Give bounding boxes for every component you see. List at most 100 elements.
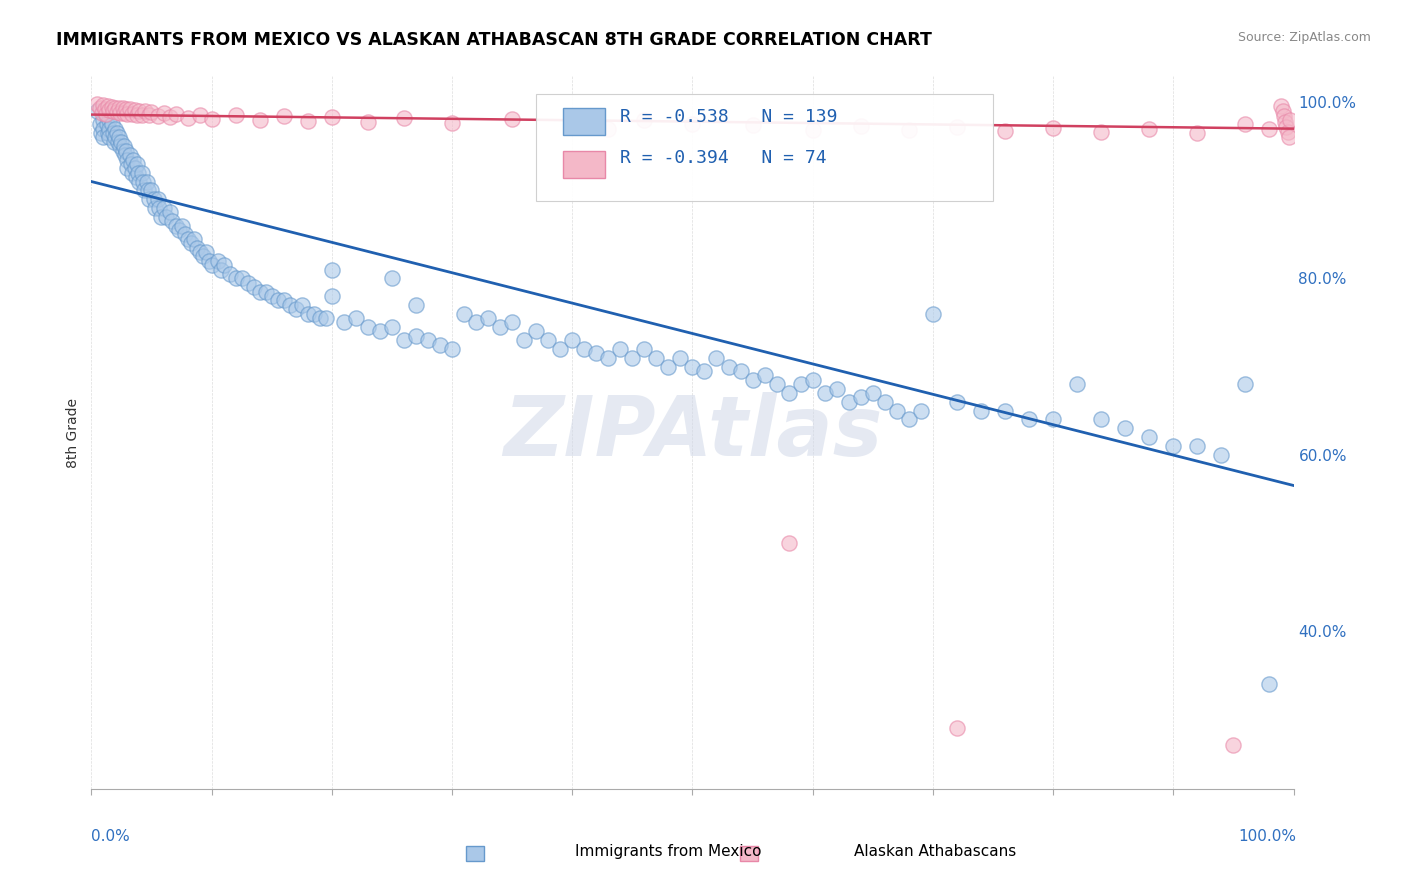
Point [633, 112, 655, 127]
Bar [741, 846, 758, 862]
Point [273, 109, 295, 123]
Point [1271, 104, 1294, 119]
Point [159, 110, 181, 124]
Point [242, 280, 264, 294]
Point [416, 333, 439, 347]
Point [115, 144, 138, 158]
Point [741, 118, 763, 132]
Point [143, 201, 166, 215]
Point [465, 316, 488, 330]
Point [440, 342, 463, 356]
Point [127, 166, 149, 180]
Point [155, 210, 177, 224]
Point [86, 104, 108, 119]
Point [291, 298, 314, 312]
Bar [467, 846, 484, 862]
Point [207, 253, 229, 268]
Point [1187, 126, 1209, 140]
Point [849, 390, 872, 404]
Point [814, 386, 837, 401]
Point [225, 271, 247, 285]
Text: 100.0%: 100.0% [1239, 830, 1296, 844]
Point [765, 377, 787, 392]
Point [1275, 120, 1298, 134]
Point [104, 101, 127, 115]
FancyBboxPatch shape [536, 94, 993, 201]
Point [706, 351, 728, 365]
Point [101, 126, 124, 140]
Point [212, 258, 235, 272]
Text: IMMIGRANTS FROM MEXICO VS ALASKAN ATHABASCAN 8TH GRADE CORRELATION CHART: IMMIGRANTS FROM MEXICO VS ALASKAN ATHABA… [56, 31, 932, 49]
Point [188, 245, 211, 260]
Text: R = -0.394   N = 74: R = -0.394 N = 74 [620, 149, 827, 168]
Point [134, 104, 156, 119]
Point [165, 106, 187, 120]
Point [1090, 412, 1112, 426]
Point [101, 104, 124, 119]
Point [128, 104, 150, 119]
Point [112, 105, 135, 120]
Point [103, 135, 125, 149]
Point [333, 316, 356, 330]
Point [98, 121, 121, 136]
Point [405, 298, 427, 312]
Point [249, 285, 271, 299]
Point [146, 109, 169, 123]
Point [754, 368, 776, 383]
Point [136, 183, 159, 197]
Point [167, 223, 190, 237]
Point [357, 319, 380, 334]
Point [260, 289, 283, 303]
Point [321, 110, 343, 124]
FancyBboxPatch shape [562, 151, 605, 178]
Point [188, 107, 211, 121]
Point [180, 236, 202, 251]
Point [838, 394, 860, 409]
Text: R = -0.538   N = 139: R = -0.538 N = 139 [620, 108, 838, 126]
Point [117, 161, 139, 176]
Point [273, 293, 295, 308]
Point [1018, 412, 1040, 426]
Point [873, 394, 896, 409]
Point [98, 112, 121, 127]
Point [89, 102, 111, 116]
Point [1066, 377, 1088, 392]
Point [111, 144, 134, 158]
Point [117, 106, 139, 120]
Point [1137, 430, 1160, 444]
Point [138, 192, 160, 206]
Point [176, 111, 198, 125]
Point [209, 262, 232, 277]
Point [148, 201, 170, 215]
Point [93, 103, 115, 117]
Point [201, 112, 224, 126]
Point [91, 105, 114, 120]
Point [381, 319, 404, 334]
Point [146, 192, 169, 206]
Point [524, 324, 547, 338]
Point [104, 121, 127, 136]
Point [114, 148, 136, 162]
Point [89, 117, 111, 131]
Point [994, 124, 1017, 138]
Point [1211, 448, 1233, 462]
Point [453, 307, 475, 321]
Point [97, 99, 120, 113]
Text: Alaskan Athabascans: Alaskan Athabascans [853, 845, 1017, 859]
Point [110, 105, 132, 120]
Point [1278, 112, 1301, 127]
Point [121, 166, 143, 180]
Point [297, 113, 319, 128]
Point [1222, 739, 1244, 753]
Point [308, 311, 330, 326]
Point [138, 108, 160, 122]
Point [681, 359, 703, 374]
Point [160, 214, 183, 228]
Point [501, 112, 523, 126]
Text: Immigrants from Mexico: Immigrants from Mexico [575, 845, 761, 859]
Point [225, 108, 247, 122]
Point [717, 359, 740, 374]
Point [741, 373, 763, 387]
Point [1161, 439, 1184, 453]
Point [198, 253, 221, 268]
